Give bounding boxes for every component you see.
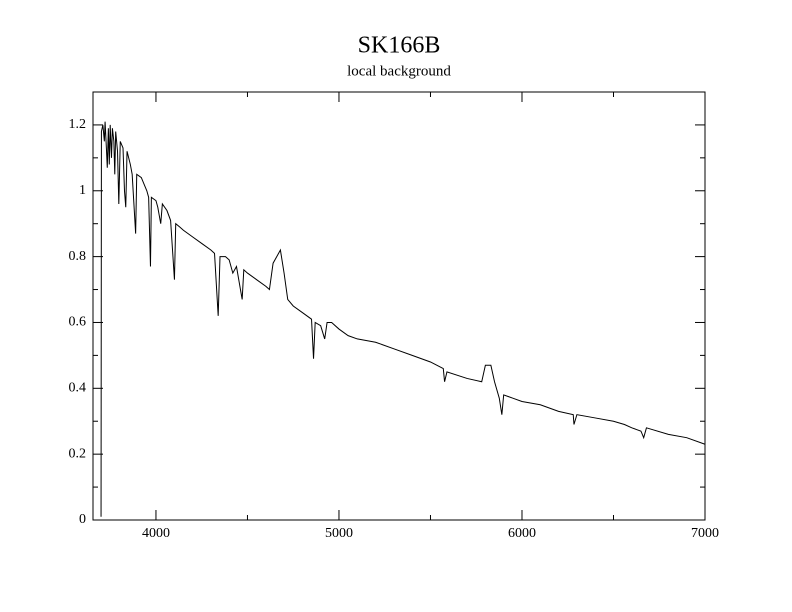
spectrum-line — [100, 121, 706, 517]
y-tick-label: 0.8 — [69, 249, 87, 264]
chart-title: SK166B — [358, 33, 441, 59]
x-tick-label: 6000 — [508, 526, 536, 541]
x-tick-label: 4000 — [142, 526, 170, 541]
plot-frame — [92, 91, 706, 521]
y-tick-label: 1.2 — [69, 117, 87, 132]
y-tick-label: 0.4 — [69, 381, 87, 396]
y-tick-label: 1 — [79, 183, 86, 198]
y-tick-label: 0.6 — [69, 315, 87, 330]
chart-subtitle: local background — [347, 63, 451, 79]
x-tick-label: 7000 — [691, 526, 719, 541]
x-tick-label: 5000 — [325, 526, 353, 541]
y-tick-label: 0 — [79, 512, 86, 527]
y-tick-label: 0.2 — [69, 446, 87, 461]
